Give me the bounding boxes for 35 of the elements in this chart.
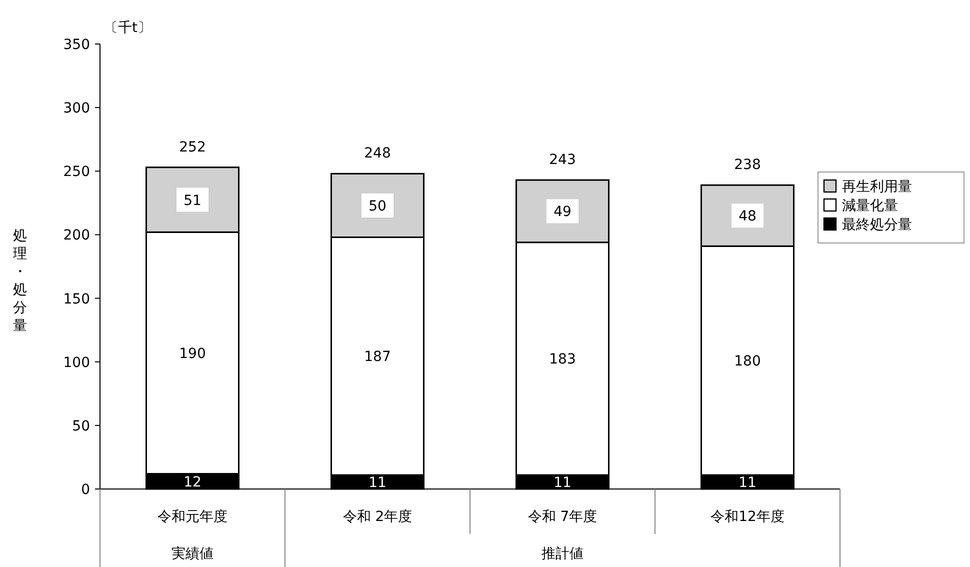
x-tick-label: 令和 2年度 — [342, 509, 412, 525]
legend-label: 減量化量 — [842, 198, 898, 214]
x-tick-label: 令和 7年度 — [528, 509, 598, 525]
x-tick-label: 令和12年度 — [710, 509, 784, 525]
y-tick-label: 300 — [63, 100, 90, 117]
total-label: 243 — [549, 152, 576, 168]
data-label: 11 — [738, 475, 756, 492]
data-label: 12 — [184, 474, 202, 490]
y-tick-label: 250 — [63, 164, 90, 180]
data-label: 49 — [554, 204, 572, 220]
data-label: 11 — [368, 475, 386, 492]
data-label: 183 — [549, 352, 576, 368]
y-tick-label: 0 — [81, 482, 90, 498]
data-label: 190 — [179, 346, 206, 362]
text: 〔千t〕 — [104, 20, 152, 36]
data-label: 50 — [368, 198, 386, 214]
y-tick-label: 100 — [63, 354, 90, 371]
y-tick-label: 150 — [63, 291, 90, 308]
legend-label: 最終処分量 — [842, 217, 912, 233]
data-label: 187 — [364, 349, 391, 366]
text: 推計値 — [542, 546, 584, 562]
text: 実績値 — [172, 546, 214, 562]
data-label: 11 — [554, 475, 572, 492]
y-axis-title: 処理・処分量 — [13, 228, 27, 334]
data-label: 51 — [184, 192, 202, 209]
total-label: 238 — [734, 157, 761, 174]
legend-label: 再生利用量 — [842, 179, 912, 195]
total-label: 252 — [179, 139, 206, 156]
total-label: 248 — [364, 146, 391, 162]
y-tick-label: 350 — [63, 37, 90, 53]
y-tick-label: 50 — [72, 418, 90, 434]
x-tick-label: 令和元年度 — [158, 509, 228, 525]
data-label: 180 — [734, 354, 761, 370]
y-tick-label: 200 — [63, 228, 90, 244]
data-label: 48 — [738, 208, 756, 225]
